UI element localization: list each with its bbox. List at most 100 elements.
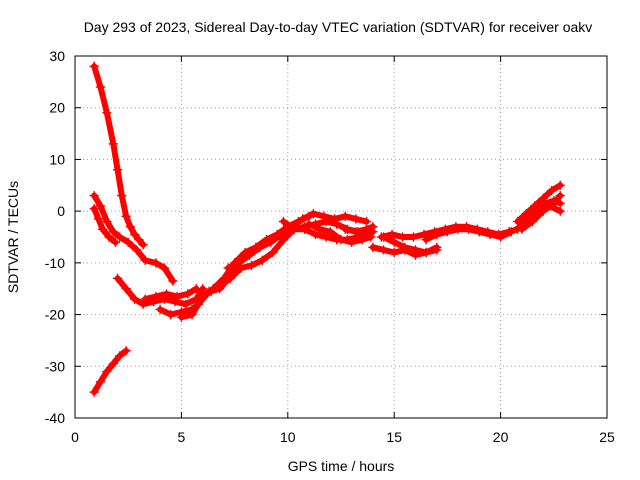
- series-arc-1: [89, 61, 148, 250]
- data-point: [108, 358, 119, 369]
- data-point: [268, 247, 278, 258]
- series-trace: [525, 203, 564, 225]
- data-point: [351, 214, 361, 224]
- data-point: [357, 234, 368, 245]
- data-point: [193, 299, 204, 309]
- data-point: [93, 214, 104, 224]
- data-point: [368, 221, 378, 232]
- data-point: [102, 108, 112, 118]
- data-point: [389, 237, 399, 247]
- data-point: [97, 224, 108, 234]
- data-point: [95, 201, 106, 211]
- data-point: [121, 283, 131, 294]
- data-point: [419, 229, 429, 240]
- data-point: [89, 203, 99, 214]
- data-point: [168, 276, 178, 286]
- series-arc-23: [523, 201, 565, 227]
- data-point: [202, 289, 212, 299]
- x-tick-label: 5: [178, 429, 186, 445]
- data-point: [340, 211, 351, 222]
- data-point: [183, 289, 193, 299]
- data-point: [138, 299, 148, 309]
- data-point: [208, 283, 219, 294]
- y-tick-label: -40: [45, 410, 65, 426]
- y-tick-label: 20: [49, 100, 65, 116]
- data-point: [234, 258, 244, 268]
- series-arc-9: [193, 289, 212, 309]
- data-point: [314, 224, 325, 234]
- data-point: [244, 250, 255, 260]
- data-point: [517, 224, 527, 234]
- data-point: [453, 224, 463, 234]
- data-point: [506, 227, 516, 237]
- data-point: [246, 260, 257, 271]
- data-point: [172, 291, 182, 302]
- data-point: [89, 387, 99, 397]
- data-point: [104, 232, 114, 242]
- y-tick-label: 30: [49, 48, 65, 64]
- data-point: [155, 304, 165, 315]
- x-axis-label: GPS time / hours: [288, 458, 395, 474]
- data-point: [176, 312, 187, 322]
- data-point: [114, 232, 125, 242]
- data-point: [129, 294, 140, 304]
- data-point: [110, 237, 121, 247]
- data-point: [278, 234, 289, 245]
- data-point: [361, 216, 372, 227]
- y-tick-label: -30: [45, 358, 65, 374]
- data-point: [114, 351, 125, 361]
- data-point: [95, 82, 106, 92]
- data-point: [219, 273, 229, 284]
- data-point: [138, 240, 148, 250]
- data-point: [121, 211, 131, 222]
- data-point: [397, 232, 408, 242]
- series-trace: [423, 223, 525, 243]
- y-tick-label: -10: [45, 255, 65, 271]
- series-trace: [91, 347, 130, 396]
- data-point: [95, 377, 106, 387]
- series-arc-6: [140, 283, 202, 304]
- series-trace: [91, 63, 147, 248]
- data-point: [255, 242, 265, 253]
- data-point: [421, 234, 431, 245]
- data-point: [140, 294, 150, 304]
- data-point: [555, 190, 565, 201]
- data-point: [121, 346, 131, 356]
- data-point: [112, 165, 123, 175]
- series-trace: [514, 182, 564, 225]
- data-point: [546, 185, 557, 196]
- data-point: [102, 216, 112, 227]
- data-point: [236, 263, 246, 273]
- data-point: [266, 237, 276, 247]
- x-tick-label: 15: [386, 429, 402, 445]
- data-point: [187, 309, 197, 320]
- data-point: [376, 232, 387, 242]
- data-point: [485, 229, 495, 240]
- data-point: [151, 258, 161, 268]
- data-point: [538, 193, 548, 203]
- data-point: [495, 232, 506, 242]
- data-point: [325, 227, 336, 237]
- data-point: [310, 229, 321, 240]
- series-arc-3: [89, 203, 121, 247]
- data-point: [108, 139, 119, 149]
- data-point: [432, 229, 442, 240]
- data-point: [400, 245, 410, 255]
- series-trace: [280, 218, 376, 243]
- data-point: [123, 237, 133, 247]
- data-point: [523, 216, 534, 227]
- plot-frame: [74, 55, 608, 419]
- y-tick-label: 10: [49, 151, 65, 167]
- data-point: [331, 219, 342, 229]
- data-point: [408, 232, 419, 242]
- data-point: [140, 255, 150, 266]
- data-point: [389, 247, 399, 258]
- y-axis-label: SDTVAR / TECUs: [5, 181, 21, 293]
- data-point: [351, 227, 361, 237]
- data-point: [89, 61, 99, 72]
- data-point: [278, 216, 289, 227]
- y-tick-label: -20: [45, 307, 65, 323]
- data-point: [321, 216, 331, 227]
- data-point: [387, 229, 397, 240]
- data-point: [378, 245, 389, 255]
